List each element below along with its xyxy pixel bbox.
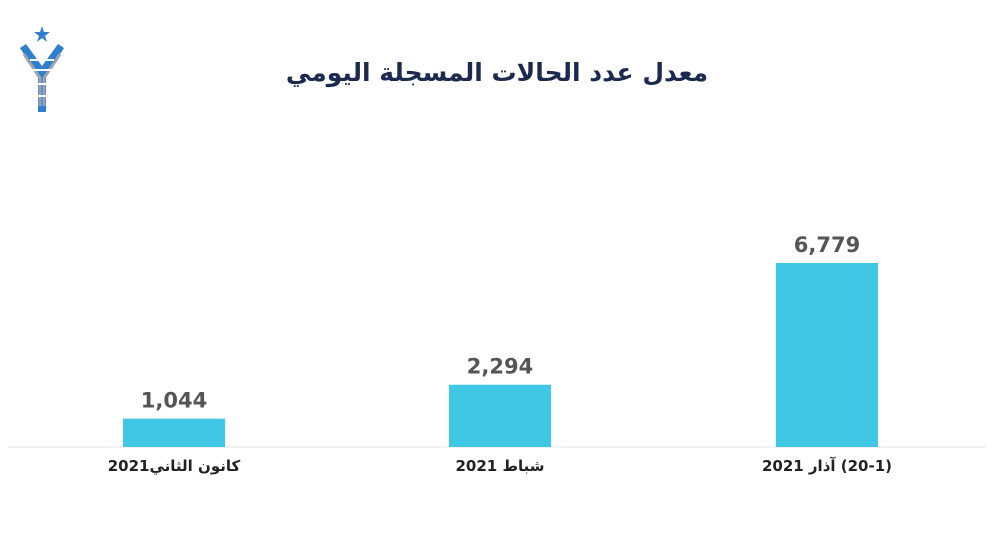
category-label-2: شباط 2021: [455, 457, 544, 475]
logo-icon: [20, 26, 64, 112]
category-label-1: كانون الثاني2021: [108, 457, 241, 475]
bar-1: [123, 418, 225, 447]
bar-2: [449, 384, 551, 447]
chart-title: معدل عدد الحالات المسجلة اليومي: [285, 58, 709, 87]
category-label-3: (20-1) آذار 2021: [762, 457, 892, 475]
bar-value-label-3: 6,779: [794, 233, 860, 257]
bar-value-label-2: 2,294: [467, 355, 533, 379]
bar-value-label-1: 1,044: [141, 389, 207, 413]
bar-3: [776, 263, 878, 447]
